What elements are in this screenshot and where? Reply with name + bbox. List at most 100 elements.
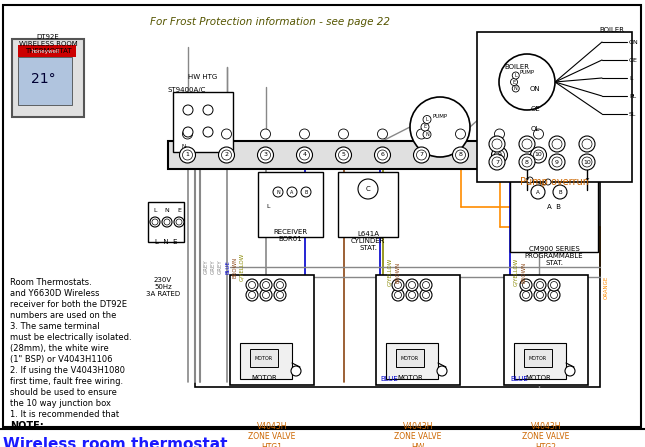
Circle shape [552,157,562,167]
Circle shape [423,131,431,139]
Text: E: E [423,125,426,130]
Text: PUMP: PUMP [432,114,448,119]
Text: OE: OE [629,58,638,63]
Circle shape [549,136,565,152]
Text: GREY: GREY [204,260,208,274]
Circle shape [422,282,430,288]
Bar [514,343,566,379]
Circle shape [413,147,430,163]
Text: L: L [154,207,157,212]
Text: first time, fault free wiring.: first time, fault free wiring. [10,377,123,386]
Circle shape [221,150,232,160]
Text: L: L [514,73,517,78]
Circle shape [246,279,258,291]
Circle shape [410,97,470,157]
Circle shape [550,291,557,299]
Text: 8: 8 [459,152,462,157]
Bar [396,349,424,367]
Circle shape [263,291,270,299]
Text: N: N [425,132,429,137]
Circle shape [417,150,426,160]
Circle shape [277,282,284,288]
Circle shape [260,289,272,301]
Text: E: E [512,80,515,84]
Text: 2: 2 [224,152,228,157]
Circle shape [420,279,432,291]
Text: DT92E
WIRELESS ROOM
THERMOSTAT: DT92E WIRELESS ROOM THERMOSTAT [19,34,77,54]
Text: ST9400A/C: ST9400A/C [168,87,206,93]
Circle shape [579,154,595,170]
Text: L641A
CYLINDER
STAT.: L641A CYLINDER STAT. [351,231,385,251]
Text: BLUE: BLUE [510,376,528,382]
Text: 7: 7 [419,152,424,157]
Circle shape [221,129,232,139]
Circle shape [420,289,432,301]
Circle shape [179,147,195,163]
Circle shape [299,150,310,160]
Circle shape [246,289,258,301]
Text: L  N  E: L N E [155,239,177,245]
Bar [168,141,558,169]
Circle shape [579,136,595,152]
Bar [504,275,588,385]
Bar [510,167,598,252]
Circle shape [395,282,401,288]
Circle shape [287,187,297,197]
Circle shape [527,177,533,183]
Text: G/YELLOW: G/YELLOW [513,258,519,286]
Circle shape [423,115,431,123]
Text: BLUE: BLUE [226,260,230,274]
Bar [240,343,292,379]
Text: 1. It is recommended that: 1. It is recommended that [10,410,119,419]
Text: A  B: A B [547,204,561,210]
Circle shape [522,139,532,149]
Circle shape [183,105,193,115]
Circle shape [203,127,213,137]
Text: BROWN: BROWN [232,257,237,278]
Circle shape [183,150,192,160]
Text: SL: SL [629,111,637,117]
Text: For Frost Protection information - see page 22: For Frost Protection information - see p… [150,17,390,27]
Circle shape [510,79,517,85]
Text: BLUE: BLUE [380,376,398,382]
Text: 8: 8 [525,160,529,164]
Text: V4043H
ZONE VALVE
HTG1: V4043H ZONE VALVE HTG1 [248,422,295,447]
Text: BROWN: BROWN [395,261,401,283]
Text: MOTOR: MOTOR [525,375,551,381]
Circle shape [530,147,546,163]
Circle shape [520,279,532,291]
Circle shape [492,157,502,167]
Circle shape [512,72,519,79]
Text: ON: ON [530,86,540,92]
Circle shape [301,187,311,197]
Text: honeywell: honeywell [31,49,59,54]
Text: PL: PL [629,93,636,98]
Text: should be used to ensure: should be used to ensure [10,388,117,397]
Circle shape [582,157,592,167]
Text: HW HTG: HW HTG [188,74,217,80]
Bar [18,45,76,57]
Circle shape [203,105,213,115]
Text: N-: N- [182,143,188,148]
Text: OE: OE [530,106,540,112]
Text: G/YELLOW: G/YELLOW [239,253,244,281]
Circle shape [248,282,255,288]
Bar [490,69,545,149]
Circle shape [152,219,158,225]
Circle shape [552,139,562,149]
Circle shape [263,282,270,288]
Circle shape [392,279,404,291]
Text: A: A [536,190,540,194]
Text: ORANGE: ORANGE [604,275,608,299]
Text: N: N [276,190,280,194]
Text: L: L [426,117,428,122]
Text: MOTOR: MOTOR [401,355,419,360]
Text: A: A [290,190,293,194]
Circle shape [499,54,555,110]
Bar [148,202,184,242]
Text: ↓: ↓ [524,173,530,181]
Circle shape [537,282,544,288]
Circle shape [455,129,466,139]
Text: 5: 5 [342,152,346,157]
Text: N: N [514,86,518,91]
